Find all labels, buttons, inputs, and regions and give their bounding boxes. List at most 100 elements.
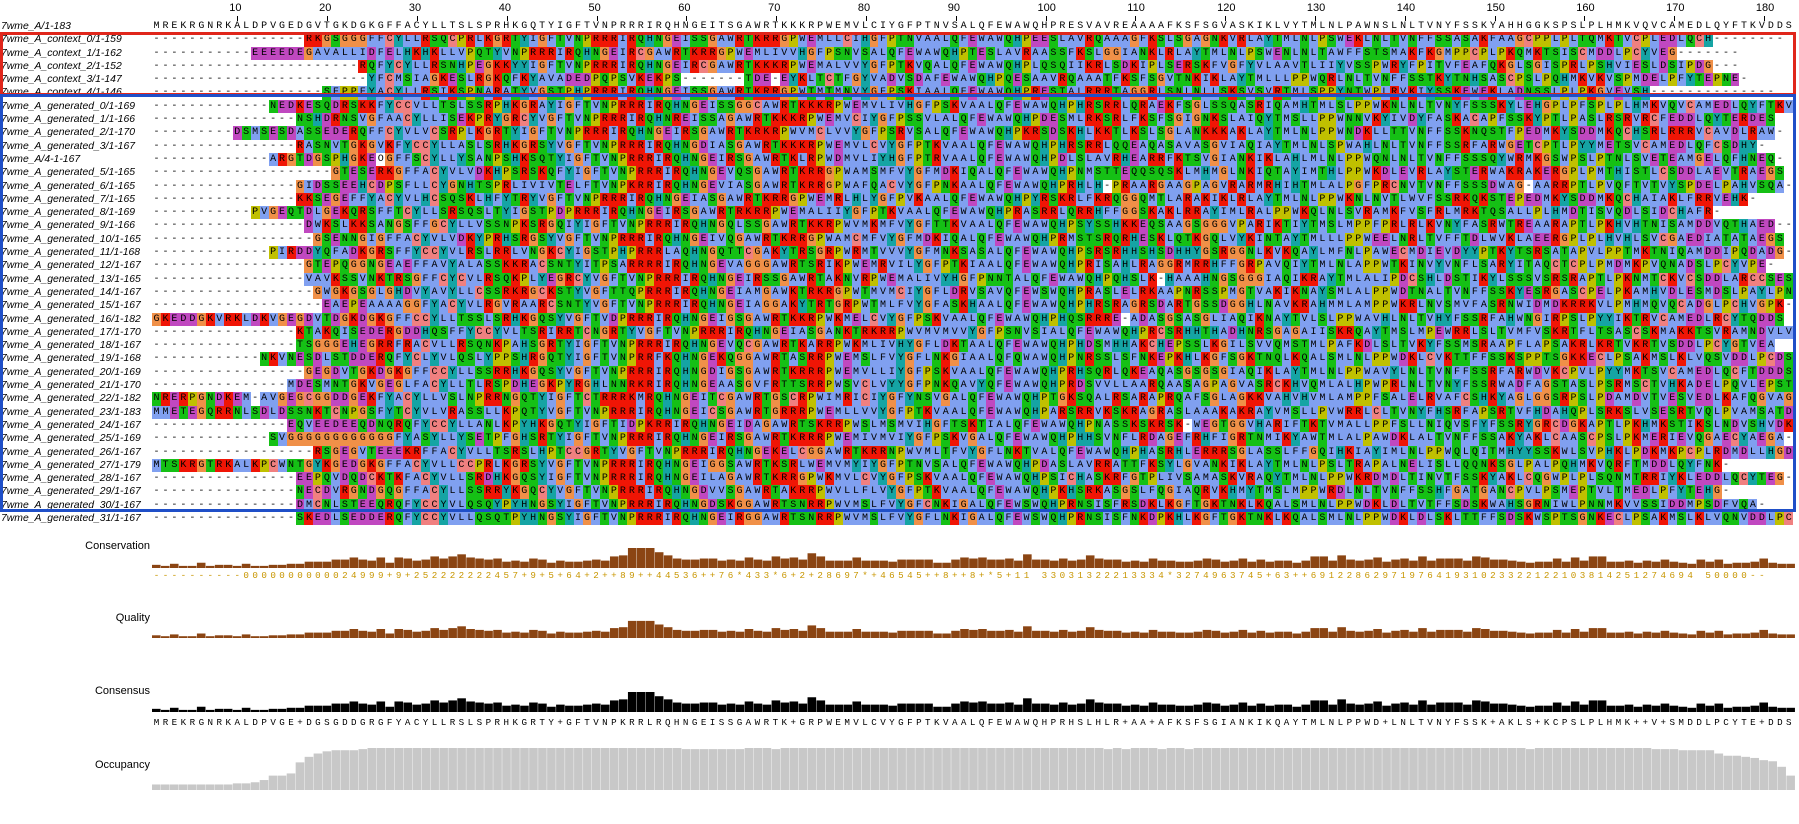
residue: V (1246, 86, 1256, 100)
sequence-name[interactable]: 7wme_A_generated_30/1-167 (1, 499, 141, 511)
residue: S (465, 152, 475, 167)
residue: P (600, 259, 610, 273)
sequence-name[interactable]: 7wme_A_generated_31/1-167 (1, 512, 141, 524)
sequence-name[interactable]: 7wme_A_generated_10/1-165 (1, 233, 141, 245)
sequence-name[interactable]: 7wme_A_generated_12/1-167 (1, 260, 141, 272)
sequence-name[interactable]: 7wme_A_generated_13/1-165 (1, 273, 141, 285)
sequence-name[interactable]: 7wme_A_generated_24/1-167 (1, 419, 141, 431)
sequence-name[interactable]: 7wme_A_context_0/1-159 (1, 34, 122, 46)
residue: R (600, 33, 610, 47)
sequence-name[interactable]: 7wme_A_generated_5/1-165 (1, 167, 136, 179)
residue: V (1622, 86, 1632, 100)
residue: Y (582, 272, 592, 286)
residue: T (1721, 232, 1731, 247)
sequence-name[interactable]: 7wme_A_generated_19/1-168 (1, 353, 141, 365)
sequence-name[interactable]: 7wme_A_generated_23/1-183 (1, 406, 141, 418)
residue: P (501, 166, 511, 180)
sequence-name[interactable]: 7wme_A_generated_3/1-167 (1, 140, 136, 152)
sequence-name[interactable]: 7wme_A_generated_11/1-168 (1, 247, 141, 259)
sequence-name[interactable]: 7wme_A_context_3/1-147 (1, 74, 122, 86)
sequence-name[interactable]: 7wme_A_generated_21/1-170 (1, 380, 141, 392)
sequence-name[interactable]: 7wme_A_generated_7/1-165 (1, 193, 136, 205)
residue: S (1192, 365, 1202, 380)
residue: S (1569, 126, 1579, 140)
sequence-name[interactable]: 7wme_A_generated_22/1-182 (1, 393, 141, 405)
residue: L (1705, 21, 1712, 32)
residue: H (394, 285, 404, 300)
sequence-name[interactable]: 7wme_A_generated_28/1-167 (1, 473, 141, 485)
sequence-name[interactable]: 7wme_A_generated_18/1-167 (1, 340, 141, 352)
sequence-name[interactable]: 7wme_A_generated_9/1-166 (1, 220, 136, 232)
sequence-name[interactable]: 7wme_A_generated_27/1-179 (1, 459, 141, 471)
residue: E (1649, 152, 1659, 167)
residue: S (367, 219, 377, 233)
residue: A (1569, 246, 1579, 260)
sequence-name[interactable]: 7wme_A_generated_2/1-170 (1, 127, 136, 139)
residue: T (923, 152, 933, 167)
residue: Q (1488, 59, 1498, 74)
sequence-name[interactable]: 7wme_A_context_1/1-162 (1, 47, 122, 59)
sequence-name[interactable]: 7wme_A_generated_8/1-169 (1, 207, 136, 219)
sequence-name[interactable]: 7wme_A_generated_29/1-167 (1, 486, 141, 498)
residue: L (1595, 113, 1605, 127)
sequence-name[interactable]: 7wme_A_context_4/1-146 (1, 87, 122, 99)
sequence-name[interactable]: 7wme_A_context_2/1-152 (1, 60, 122, 72)
sequence-name[interactable]: 7wme_A_generated_16/1-182 (1, 313, 141, 325)
residue: C (403, 113, 413, 127)
sequence-name[interactable]: 7wme_A_generated_0/1-169 (1, 100, 136, 112)
sequence-name[interactable]: 7wme_A_generated_14/1-167 (1, 286, 141, 298)
residue: N (941, 179, 951, 193)
residue: Y (1434, 259, 1444, 273)
sequence-name[interactable]: 7wme_A_generated_15/1-167 (1, 300, 141, 312)
residue: S (1595, 206, 1605, 220)
residue: F (1703, 139, 1713, 153)
sequence-name[interactable]: 7wme_A/1-183 (1, 21, 71, 32)
sequence-name[interactable]: 7wme_A/4-1-167 (1, 153, 81, 165)
residue: R (1721, 325, 1731, 340)
residue: T (941, 219, 951, 233)
residue: E (322, 126, 332, 140)
sequence-name[interactable]: 7wme_A_generated_26/1-167 (1, 446, 141, 458)
residue: L (447, 139, 457, 153)
residue: L (439, 139, 448, 153)
sequence-name[interactable]: 7wme_A_generated_20/1-169 (1, 366, 141, 378)
sequence-name[interactable]: 7wme_A_generated_1/1-166 (1, 114, 136, 126)
sequence-name[interactable]: 7wme_A_generated_25/1-169 (1, 433, 141, 445)
residue: - (153, 326, 160, 338)
residue: G (268, 206, 278, 220)
residue: - (243, 260, 250, 272)
sequence-name[interactable]: 7wme_A_generated_17/1-170 (1, 326, 141, 338)
residue: G (1237, 299, 1247, 313)
residue: S (743, 219, 753, 233)
sequence-name[interactable]: 7wme_A_generated_6/1-165 (1, 180, 136, 192)
